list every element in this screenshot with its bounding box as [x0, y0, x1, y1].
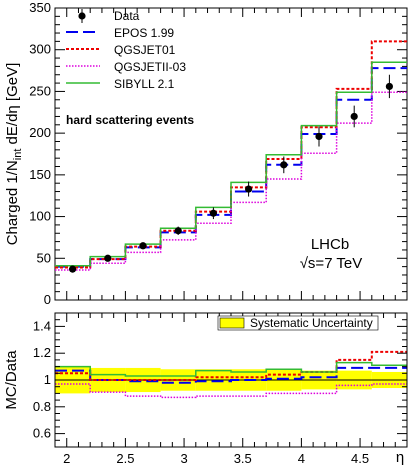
main-panel: 0 50 100 150 200 250 300 350 Charged 1/Nint dE/d…	[4, 0, 408, 307]
y-axis-title: Charged 1/Nint dE/dη [GeV]	[4, 63, 24, 246]
energy-label: √s=7 TeV	[300, 255, 363, 272]
ratio-y-tick-label: 1.4	[33, 318, 51, 333]
y-tick-label: 100	[29, 209, 51, 224]
series-line-qgsjetii-03	[55, 91, 407, 271]
y-tick-label: 250	[29, 83, 51, 98]
data-point	[209, 209, 217, 217]
legend-label: SIBYLL 2.1	[114, 77, 175, 91]
legend-label: QGSJET01	[114, 43, 176, 57]
data-point	[350, 112, 358, 121]
y-tick-label: 350	[29, 0, 51, 15]
legend-label: QGSJETII-03	[114, 60, 186, 74]
band-legend-label: Systematic Uncertainty	[250, 316, 373, 330]
x-tick-label: 3	[180, 451, 187, 466]
data-point	[245, 185, 253, 193]
ratio-panel: 0.6 0.8 1 1.2 1.4 2 2.5 3 3.5 4 4.5 Systematic Unce…	[3, 312, 408, 466]
data-point	[69, 265, 77, 273]
experiment-label: LHCb	[311, 236, 349, 253]
band-legend-swatch	[219, 317, 245, 329]
y-tick-label: 150	[29, 167, 51, 182]
band-legend-box	[217, 315, 379, 331]
ratio-y-tick-label: 1	[44, 372, 51, 387]
x-tick-label: 2.5	[116, 451, 134, 466]
data-point	[174, 227, 182, 235]
data-point	[280, 161, 288, 169]
ratio-y-tick-label: 1.2	[33, 345, 51, 360]
x-tick-label: 3.5	[234, 451, 252, 466]
annotation-hard-scattering: hard scattering events	[66, 113, 194, 127]
data-point	[385, 82, 393, 91]
x-tick-label: 2	[63, 451, 70, 466]
y-tick-label: 300	[29, 42, 51, 57]
x-tick-label: 4.5	[351, 451, 369, 466]
legend-label-data: Data	[114, 9, 140, 23]
y-tick-label: 200	[29, 125, 51, 140]
series-line-qgsjet01	[55, 40, 407, 269]
data-point	[104, 254, 112, 262]
series-line-sibyll-2-1	[55, 61, 407, 267]
data-point	[139, 242, 147, 250]
y-tick-label: 0	[44, 292, 51, 307]
ratio-y-tick-label: 0.6	[33, 426, 51, 441]
x-tick-label: 4	[298, 451, 305, 466]
y-tick-label: 50	[37, 250, 51, 265]
series-line-epos-1-99	[55, 67, 407, 268]
ratio-y-tick-label: 0.8	[33, 399, 51, 414]
data-point	[315, 132, 323, 141]
ratio-line-qgsjetii-03	[55, 383, 407, 399]
ratio-y-axis-title: MC/Data	[3, 350, 20, 410]
legend-label: EPOS 1.99	[114, 26, 174, 40]
ratio-line-qgsjet01	[55, 350, 407, 381]
x-axis-title: η	[396, 449, 404, 466]
ratio-line-sibyll-2-1	[55, 361, 407, 377]
